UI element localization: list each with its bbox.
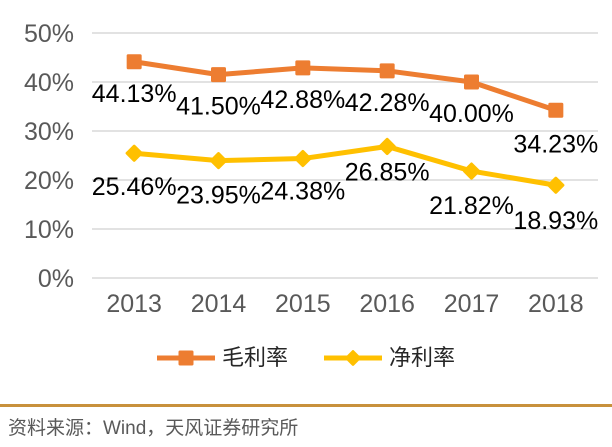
y-axis-tick-label: 10%: [24, 216, 74, 244]
diamond-marker: [378, 137, 396, 156]
y-axis-tick-label: 30%: [24, 118, 74, 146]
square-legend-swatch-icon: [156, 350, 215, 366]
data-label: 41.50%: [176, 93, 261, 121]
footer-divider: [0, 404, 612, 407]
x-axis-tick-label: 2018: [528, 290, 584, 318]
data-label: 21.82%: [429, 192, 514, 220]
diamond-marker: [462, 162, 481, 180]
legend-label: 毛利率: [221, 345, 288, 370]
y-axis-tick-label: 50%: [24, 20, 74, 48]
data-label: 25.46%: [92, 173, 177, 201]
data-label: 44.13%: [92, 80, 177, 108]
data-label: 34.23%: [513, 130, 598, 158]
legend-item-1: 毛利率: [156, 343, 288, 373]
series-line-2: [131, 143, 559, 188]
series-line-1: [131, 59, 559, 113]
diamond-marker: [125, 144, 143, 162]
legend-label: 净利率: [389, 345, 456, 370]
square-marker: [295, 60, 311, 76]
line-chart: 0% 10% 20% 30% 40% 50% 2013 2014 2015 2016 2017 201…: [24, 20, 598, 318]
square-marker: [464, 74, 479, 90]
square-marker: [126, 54, 142, 70]
x-axis-tick-label: 2017: [444, 290, 500, 318]
data-label: 18.93%: [513, 207, 598, 235]
source-text: 资料来源：Wind，天风证券研究所: [8, 418, 299, 439]
x-axis-tick-label: 2014: [191, 290, 247, 318]
data-label: 26.85%: [345, 158, 430, 186]
data-label: 42.88%: [260, 86, 345, 114]
square-marker: [379, 63, 395, 79]
square-marker: [548, 102, 564, 118]
y-axis-tick-label: 20%: [24, 167, 74, 195]
x-axis-tick-label: 2015: [275, 290, 331, 318]
y-axis-tick-label: 0%: [38, 265, 74, 293]
diamond-marker: [209, 152, 228, 170]
legend-item-2: 净利率: [324, 343, 455, 373]
data-label: 40.00%: [429, 100, 514, 128]
data-label: 42.28%: [345, 89, 430, 117]
diamond-marker: [294, 149, 312, 168]
diamond-marker: [547, 176, 565, 194]
x-axis-tick-label: 2013: [106, 290, 162, 318]
y-axis-tick-label: 40%: [24, 69, 74, 97]
diamond-legend-swatch-icon: [324, 350, 382, 366]
x-axis-tick-label: 2016: [359, 290, 415, 318]
data-label: 23.95%: [176, 182, 261, 210]
chart-legend: 毛利率 净利率: [0, 343, 612, 373]
data-label: 24.38%: [260, 178, 345, 206]
square-marker: [211, 67, 226, 83]
